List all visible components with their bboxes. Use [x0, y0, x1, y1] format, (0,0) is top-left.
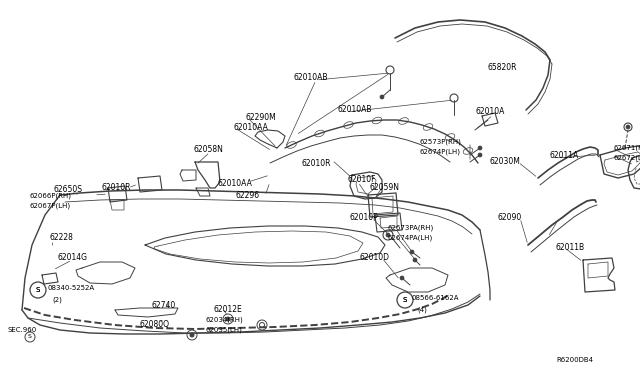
Text: 62059N: 62059N: [370, 183, 400, 192]
Text: 62650S: 62650S: [53, 186, 82, 195]
Text: 62296: 62296: [236, 192, 260, 201]
Text: 62010R: 62010R: [102, 183, 131, 192]
Text: 62010F: 62010F: [347, 176, 376, 185]
Text: 62740: 62740: [152, 301, 176, 310]
Text: 62010A: 62010A: [476, 108, 506, 116]
Text: 62671(RH): 62671(RH): [614, 145, 640, 151]
Text: 62672(LH): 62672(LH): [614, 155, 640, 161]
Text: S: S: [36, 287, 40, 293]
Text: 62011A: 62011A: [550, 151, 579, 160]
Text: 62228: 62228: [50, 234, 74, 243]
Circle shape: [400, 276, 404, 280]
Text: (2): (2): [52, 297, 62, 303]
Text: 62067P(LH): 62067P(LH): [30, 203, 71, 209]
Text: 08566-6162A: 08566-6162A: [412, 295, 460, 301]
Circle shape: [478, 146, 482, 150]
Text: SEC.960: SEC.960: [8, 327, 37, 333]
Text: S: S: [403, 297, 407, 303]
Text: 62014G: 62014G: [58, 253, 88, 263]
Text: 65820R: 65820R: [487, 64, 516, 73]
Circle shape: [380, 95, 384, 99]
Text: 62010AA: 62010AA: [233, 124, 268, 132]
Text: 62030M: 62030M: [490, 157, 521, 167]
Text: 62010AA: 62010AA: [218, 179, 253, 187]
Text: 62011B: 62011B: [555, 244, 584, 253]
Circle shape: [478, 153, 482, 157]
Text: S: S: [28, 334, 32, 340]
Text: 08340-5252A: 08340-5252A: [47, 285, 94, 291]
Text: S: S: [36, 287, 40, 293]
Text: 62010R: 62010R: [302, 158, 332, 167]
Circle shape: [386, 233, 390, 237]
Text: 62010AB: 62010AB: [294, 74, 328, 83]
Circle shape: [190, 333, 194, 337]
Circle shape: [413, 258, 417, 262]
Text: 62080Q: 62080Q: [140, 321, 170, 330]
Text: 62290M: 62290M: [246, 113, 276, 122]
Text: 62010AB: 62010AB: [338, 106, 372, 115]
Text: 62012E: 62012E: [214, 305, 243, 314]
Text: 62573P(RH): 62573P(RH): [420, 139, 462, 145]
Text: 62010D: 62010D: [360, 253, 390, 263]
Text: 62058N: 62058N: [193, 145, 223, 154]
Text: 62034(RH): 62034(RH): [205, 317, 243, 323]
Text: 62674P(LH): 62674P(LH): [420, 149, 461, 155]
Text: 62674PA(LH): 62674PA(LH): [388, 235, 433, 241]
Text: 62010P: 62010P: [350, 214, 379, 222]
Text: 62090: 62090: [498, 214, 522, 222]
Circle shape: [410, 250, 414, 254]
Text: 62035(LH): 62035(LH): [205, 327, 242, 333]
Circle shape: [226, 317, 230, 321]
Text: (4): (4): [417, 307, 427, 313]
Text: 62066P(RH): 62066P(RH): [30, 193, 72, 199]
Text: 62673PA(RH): 62673PA(RH): [388, 225, 435, 231]
Text: R6200DB4: R6200DB4: [556, 357, 593, 363]
Text: S: S: [403, 297, 407, 303]
Circle shape: [626, 125, 630, 129]
